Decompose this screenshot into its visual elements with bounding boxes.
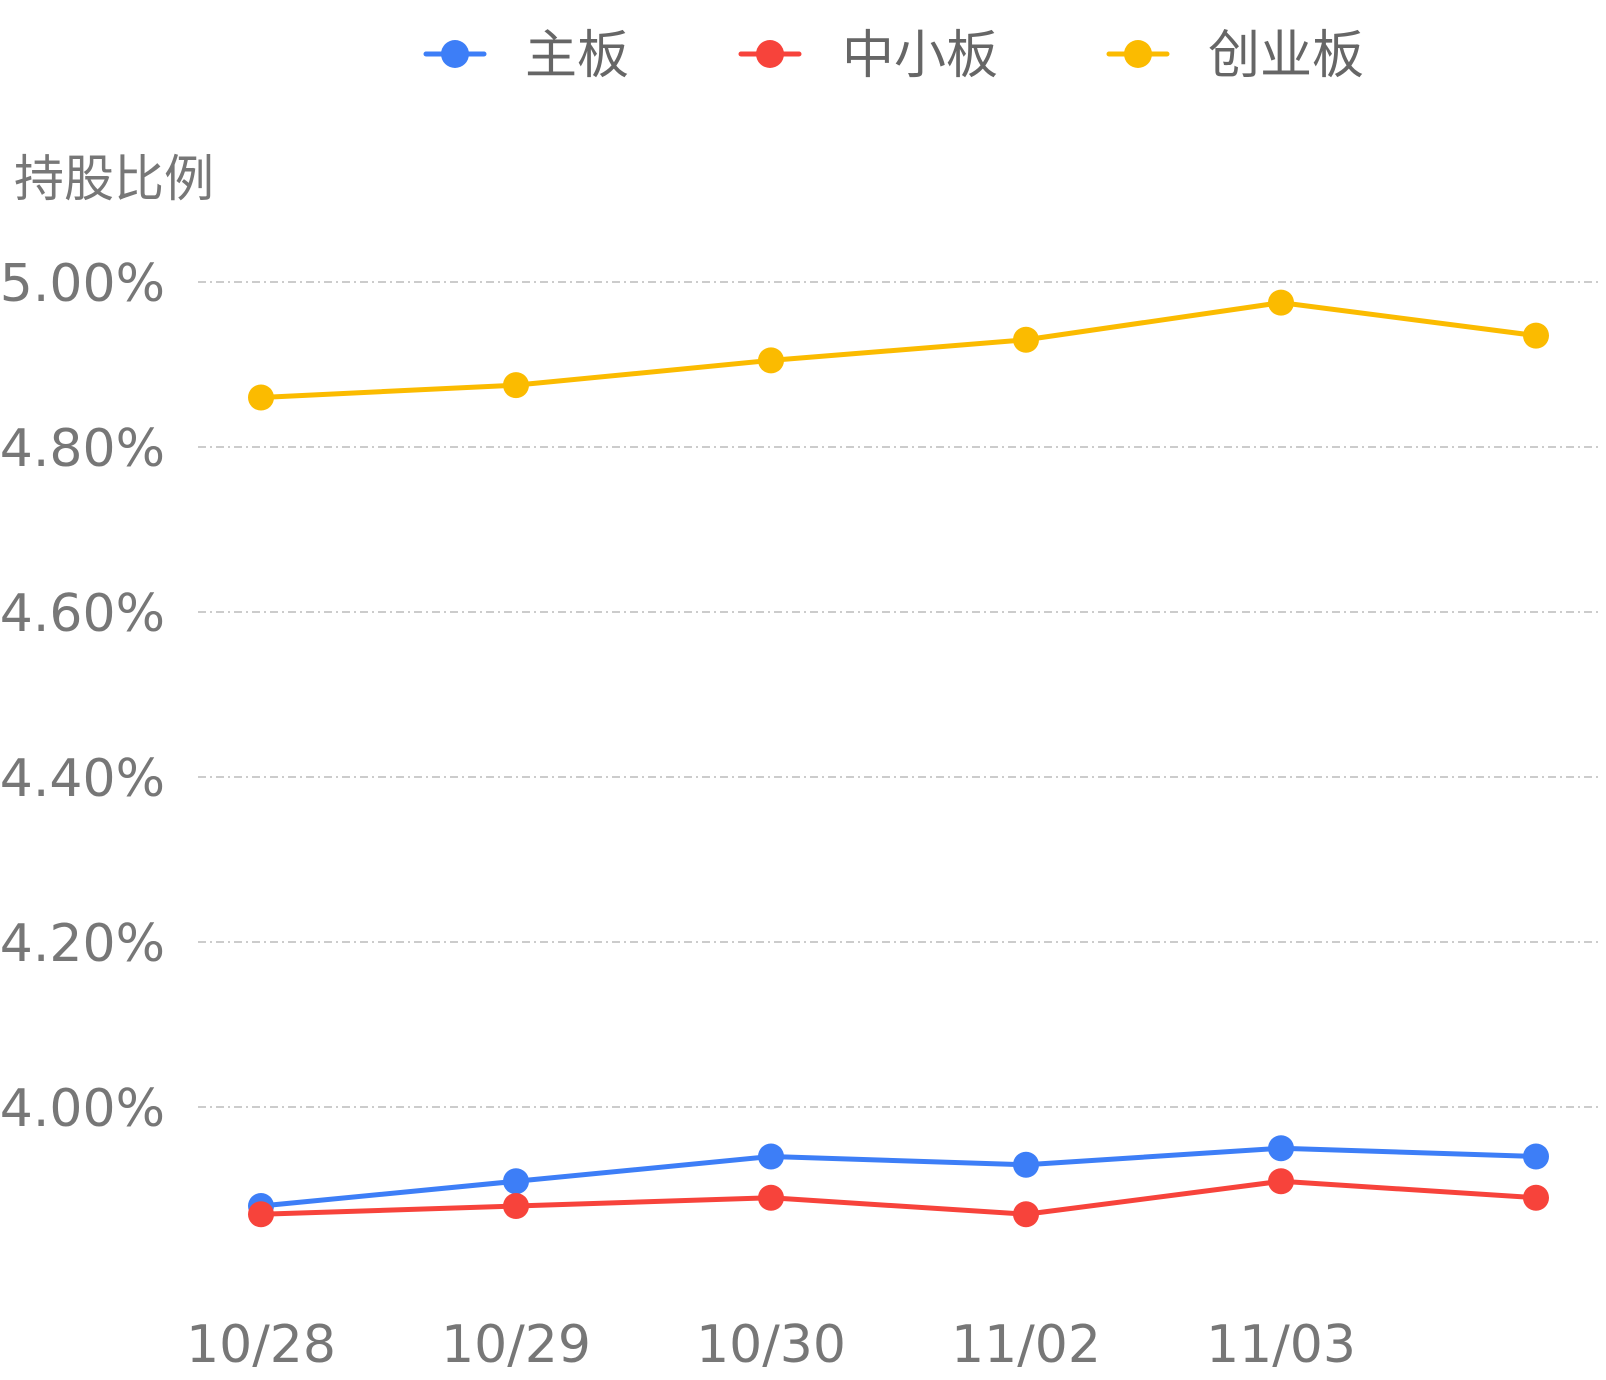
series-中小板 bbox=[248, 1168, 1549, 1228]
y-tick-label: 4.60% bbox=[0, 584, 165, 644]
y-tick-label: 4.20% bbox=[0, 914, 165, 974]
series-line bbox=[258, 1145, 1539, 1209]
series-line bbox=[258, 1178, 1539, 1217]
x-axis: 10/28 10/29 10/30 11/02 11/03 bbox=[186, 1315, 1356, 1375]
y-axis: 5.00% 4.80% 4.60% 4.40% 4.20% 4.00% bbox=[0, 254, 165, 1139]
data-point bbox=[248, 384, 274, 411]
data-point bbox=[758, 347, 784, 374]
data-point bbox=[758, 1184, 784, 1211]
x-tick-label: 10/28 bbox=[186, 1315, 336, 1375]
data-point bbox=[503, 1193, 529, 1219]
series-layer bbox=[248, 289, 1549, 1228]
data-point bbox=[1523, 1143, 1549, 1170]
series-line bbox=[258, 300, 1539, 400]
data-point bbox=[758, 1143, 784, 1170]
x-tick-label: 10/29 bbox=[441, 1315, 591, 1375]
data-point bbox=[248, 1201, 274, 1228]
data-point bbox=[1013, 326, 1039, 353]
x-tick-label: 11/03 bbox=[1206, 1315, 1356, 1375]
data-point bbox=[1268, 1135, 1294, 1162]
y-tick-label: 4.80% bbox=[0, 419, 165, 479]
data-point bbox=[1268, 289, 1294, 316]
legend-label: 创业板 bbox=[1208, 26, 1364, 86]
data-point bbox=[1013, 1201, 1039, 1228]
x-tick-label: 11/02 bbox=[951, 1315, 1101, 1375]
legend-label: 中小板 bbox=[842, 26, 998, 86]
data-point bbox=[1268, 1168, 1294, 1195]
data-point bbox=[503, 1168, 529, 1195]
legend-marker bbox=[441, 40, 469, 68]
data-point bbox=[503, 372, 529, 399]
legend-item: 中小板 bbox=[738, 26, 998, 86]
data-point bbox=[1523, 322, 1549, 349]
legend-marker bbox=[1124, 40, 1152, 68]
legend-item: 创业板 bbox=[1106, 26, 1364, 86]
series-创业板 bbox=[248, 289, 1549, 411]
legend-label: 主板 bbox=[525, 26, 629, 86]
legend: 主板 中小板 创业板 bbox=[423, 26, 1364, 86]
y-tick-label: 4.00% bbox=[0, 1079, 165, 1139]
gridlines bbox=[198, 281, 1598, 1108]
legend-marker bbox=[756, 40, 784, 68]
x-tick-label: 10/30 bbox=[696, 1315, 846, 1375]
y-tick-label: 4.40% bbox=[0, 749, 165, 809]
y-axis-title: 持股比例 bbox=[14, 150, 214, 208]
data-point bbox=[1523, 1184, 1549, 1211]
data-point bbox=[1013, 1151, 1039, 1178]
y-tick-label: 5.00% bbox=[0, 254, 165, 314]
legend-item: 主板 bbox=[423, 26, 629, 86]
